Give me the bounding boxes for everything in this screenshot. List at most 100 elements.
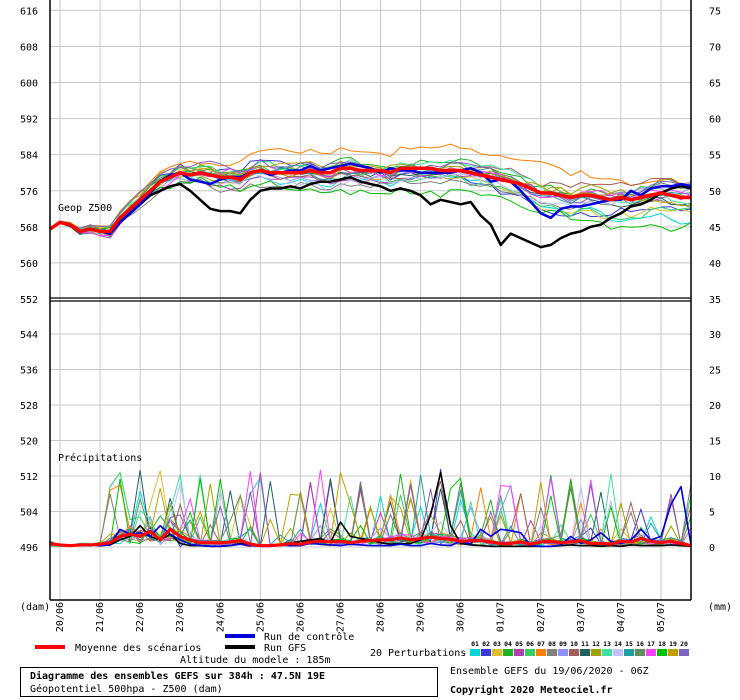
- perturbation-id: 07: [537, 640, 545, 648]
- series-mean-z500: [49, 166, 691, 234]
- chart-grid: [50, 0, 691, 600]
- perturbation-swatch: [657, 649, 667, 656]
- perturbation-swatch: [580, 649, 590, 656]
- perturbation-id: 04: [504, 640, 512, 648]
- x-tick-label: 27/06: [335, 602, 346, 632]
- right-unit-label: (mm): [708, 602, 732, 613]
- perturbation-id: 17: [647, 640, 655, 648]
- axis-labels: 20/06 21/06 22/06 23/06 24/06 25/06 26/06 27/06…: [20, 6, 732, 632]
- perturbation-id: 08: [548, 640, 556, 648]
- y-tick-right-z500: 70: [709, 42, 721, 53]
- perturbation-id: 05: [515, 640, 523, 648]
- perturbation-id: 06: [526, 640, 534, 648]
- perturbation-id: 02: [482, 640, 490, 648]
- perturbation-id: 01: [471, 640, 479, 648]
- perturbation-id: 18: [658, 640, 666, 648]
- legend-altitude-label: Altitude du modele : 185m: [180, 655, 331, 666]
- main-series: [49, 162, 692, 548]
- y-tick-left-precip: 536: [20, 366, 38, 377]
- x-tick-label: 02/07: [536, 602, 547, 632]
- perturbation-swatch: [569, 649, 579, 656]
- perturbation-swatch: [591, 649, 601, 656]
- y-tick-right-precip: 10: [709, 472, 721, 483]
- perturbation-id: 12: [592, 640, 600, 648]
- legend-mean-label: Moyenne des scénarios: [75, 642, 201, 654]
- perturbation-line-z500: [49, 176, 692, 232]
- perturbation-id: 10: [570, 640, 578, 648]
- perturbation-swatch: [503, 649, 513, 656]
- y-tick-right-z500: 45: [709, 223, 721, 234]
- y-tick-left-precip: 544: [20, 330, 38, 341]
- x-tick-label: 01/07: [496, 602, 507, 632]
- perturbation-line-z500: [49, 143, 692, 231]
- copyright: Copyright 2020 Meteociel.fr: [450, 685, 613, 696]
- y-tick-right-precip: 5: [709, 508, 715, 519]
- perturbation-id: 13: [603, 640, 611, 648]
- y-tick-left-precip: 496: [20, 543, 38, 554]
- y-tick-left-z500: 568: [20, 223, 38, 234]
- x-tick-label: 28/06: [376, 602, 387, 632]
- y-tick-left-z500: 608: [20, 42, 38, 53]
- y-tick-right-z500: 35: [709, 295, 721, 306]
- x-tick-label: 21/06: [95, 602, 106, 632]
- perturbation-id: 20: [680, 640, 688, 648]
- y-tick-left-precip: 528: [20, 401, 38, 412]
- y-tick-right-z500: 55: [709, 151, 721, 162]
- perturbation-swatch: [514, 649, 524, 656]
- series-mean-precip: [49, 527, 692, 548]
- x-tick-label: 25/06: [255, 602, 266, 632]
- perturbation-swatch: [525, 649, 535, 656]
- y-tick-left-z500: 584: [20, 151, 38, 162]
- perturbation-swatch: [679, 649, 689, 656]
- perturbation-line-z500: [49, 160, 692, 230]
- perturbation-id: 16: [636, 640, 644, 648]
- footer-info-box: Diagramme des ensembles GEFS sur 384h : …: [20, 667, 438, 697]
- perturbation-id: 09: [559, 640, 567, 648]
- legend-control-label: Run de contrôle: [264, 631, 354, 643]
- perturbation-id: 03: [493, 640, 501, 648]
- y-tick-right-z500: 40: [709, 259, 721, 270]
- x-tick-label: 20/06: [55, 602, 66, 632]
- x-tick-label: 22/06: [135, 602, 146, 632]
- perturbation-swatch: [481, 649, 491, 656]
- perturbation-id: 11: [581, 640, 589, 648]
- perturbation-swatch: [536, 649, 546, 656]
- perturbation-line-z500: [49, 178, 692, 236]
- y-tick-left-z500: 600: [20, 79, 38, 90]
- chart-title: Diagramme des ensembles GEFS sur 384h : …: [30, 671, 326, 682]
- y-tick-left-z500: 552: [20, 295, 38, 306]
- perturbation-swatch: [646, 649, 656, 656]
- perturbation-swatch: [492, 649, 502, 656]
- y-tick-right-precip: 0: [709, 543, 715, 554]
- left-unit-label: (dam): [20, 602, 50, 613]
- x-tick-label: 26/06: [295, 602, 306, 632]
- y-tick-left-precip: 504: [20, 508, 38, 519]
- perturbation-swatch: [613, 649, 623, 656]
- perturbation-swatch: [558, 649, 568, 656]
- x-tick-label: 03/07: [576, 602, 587, 632]
- x-tick-label: 30/06: [456, 602, 467, 632]
- y-tick-left-precip: 520: [20, 437, 38, 448]
- chart-subtitle: Géopotentiel 500hpa - Z500 (dam): [30, 684, 223, 695]
- y-tick-right-z500: 50: [709, 187, 721, 198]
- y-tick-left-z500: 592: [20, 115, 38, 126]
- run-info: Ensemble GEFS du 19/06/2020 - 06Z: [450, 666, 649, 677]
- perturbation-swatch: [624, 649, 634, 656]
- x-tick-label: 05/07: [656, 602, 667, 632]
- perturbation-swatch: [668, 649, 678, 656]
- y-tick-right-precip: 20: [709, 401, 721, 412]
- z500-panel-label: Geop Z500: [58, 203, 112, 214]
- legend-perturbations-label: 20 Perturbations: [370, 648, 466, 659]
- y-tick-left-z500: 616: [20, 6, 38, 17]
- x-tick-label: 29/06: [416, 602, 427, 632]
- x-tick-label: 24/06: [215, 602, 226, 632]
- legend-gfs-label: Run GFS: [264, 643, 306, 654]
- x-tick-label: 04/07: [616, 602, 627, 632]
- perturbation-swatch: [602, 649, 612, 656]
- perturbation-line-z500: [49, 171, 692, 239]
- perturbation-swatch: [470, 649, 480, 656]
- perturbation-id: 14: [614, 640, 622, 648]
- y-tick-left-z500: 560: [20, 259, 38, 270]
- legend: Moyenne des scénarios Run de contrôleRun …: [35, 631, 689, 666]
- perturbation-swatch: [635, 649, 645, 656]
